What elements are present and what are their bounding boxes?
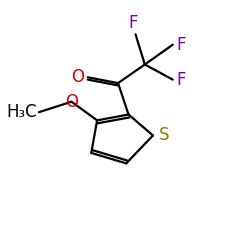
Text: O: O	[71, 68, 84, 86]
Text: F: F	[176, 36, 186, 54]
Text: F: F	[128, 14, 138, 32]
Text: H₃C: H₃C	[6, 103, 36, 121]
Text: O: O	[65, 93, 78, 111]
Text: S: S	[159, 126, 169, 144]
Text: F: F	[176, 70, 186, 88]
